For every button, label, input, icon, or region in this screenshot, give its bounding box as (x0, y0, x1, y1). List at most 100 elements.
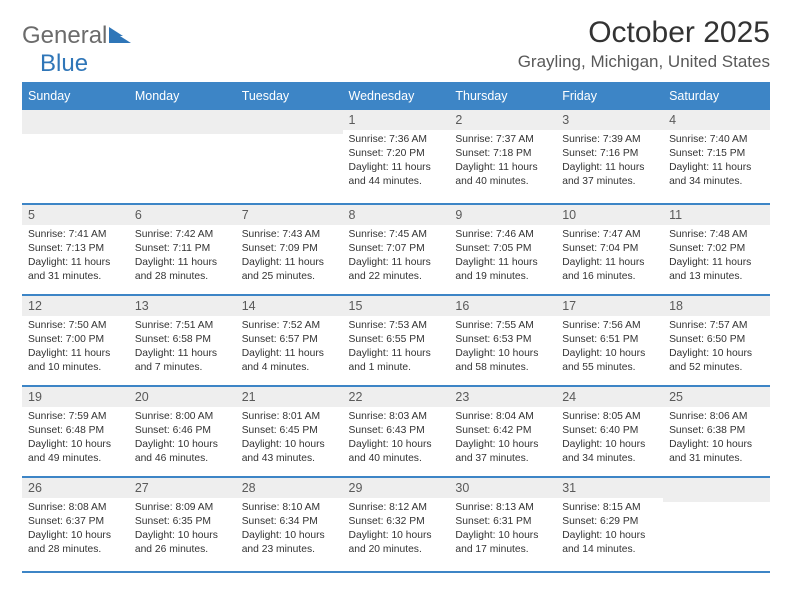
day-details: Sunrise: 7:46 AMSunset: 7:05 PMDaylight:… (449, 225, 556, 294)
day-details: Sunrise: 7:40 AMSunset: 7:15 PMDaylight:… (663, 130, 770, 199)
calendar-week-row: 12Sunrise: 7:50 AMSunset: 7:00 PMDayligh… (22, 295, 770, 386)
day-details (663, 502, 770, 571)
day-number: 22 (343, 387, 450, 407)
calendar-cell (663, 477, 770, 572)
calendar-cell: 17Sunrise: 7:56 AMSunset: 6:51 PMDayligh… (556, 295, 663, 386)
calendar-week-row: 5Sunrise: 7:41 AMSunset: 7:13 PMDaylight… (22, 204, 770, 295)
day-number: 3 (556, 110, 663, 130)
day-number (22, 110, 129, 134)
calendar-cell: 18Sunrise: 7:57 AMSunset: 6:50 PMDayligh… (663, 295, 770, 386)
day-number: 9 (449, 205, 556, 225)
day-details: Sunrise: 7:50 AMSunset: 7:00 PMDaylight:… (22, 316, 129, 385)
calendar-cell: 10Sunrise: 7:47 AMSunset: 7:04 PMDayligh… (556, 204, 663, 295)
calendar-cell: 2Sunrise: 7:37 AMSunset: 7:18 PMDaylight… (449, 109, 556, 204)
day-details: Sunrise: 7:42 AMSunset: 7:11 PMDaylight:… (129, 225, 236, 294)
calendar-cell: 24Sunrise: 8:05 AMSunset: 6:40 PMDayligh… (556, 386, 663, 477)
day-details: Sunrise: 7:41 AMSunset: 7:13 PMDaylight:… (22, 225, 129, 294)
location: Grayling, Michigan, United States (518, 52, 770, 72)
day-details: Sunrise: 8:06 AMSunset: 6:38 PMDaylight:… (663, 407, 770, 476)
header: General Blue October 2025 Grayling, Mich… (22, 16, 770, 78)
day-details: Sunrise: 7:55 AMSunset: 6:53 PMDaylight:… (449, 316, 556, 385)
calendar-cell: 11Sunrise: 7:48 AMSunset: 7:02 PMDayligh… (663, 204, 770, 295)
brand-flag-icon (109, 25, 131, 43)
day-number: 31 (556, 478, 663, 498)
day-number (663, 478, 770, 502)
day-details: Sunrise: 7:59 AMSunset: 6:48 PMDaylight:… (22, 407, 129, 476)
day-number: 18 (663, 296, 770, 316)
day-details: Sunrise: 7:48 AMSunset: 7:02 PMDaylight:… (663, 225, 770, 294)
calendar-cell: 19Sunrise: 7:59 AMSunset: 6:48 PMDayligh… (22, 386, 129, 477)
weekday-header: Wednesday (343, 83, 450, 109)
day-number: 16 (449, 296, 556, 316)
day-details: Sunrise: 7:52 AMSunset: 6:57 PMDaylight:… (236, 316, 343, 385)
day-details: Sunrise: 8:05 AMSunset: 6:40 PMDaylight:… (556, 407, 663, 476)
calendar-cell: 23Sunrise: 8:04 AMSunset: 6:42 PMDayligh… (449, 386, 556, 477)
day-number: 8 (343, 205, 450, 225)
day-details: Sunrise: 7:53 AMSunset: 6:55 PMDaylight:… (343, 316, 450, 385)
day-details: Sunrise: 8:09 AMSunset: 6:35 PMDaylight:… (129, 498, 236, 567)
day-details: Sunrise: 7:37 AMSunset: 7:18 PMDaylight:… (449, 130, 556, 199)
calendar-cell: 3Sunrise: 7:39 AMSunset: 7:16 PMDaylight… (556, 109, 663, 204)
calendar-cell (22, 109, 129, 204)
calendar-cell: 9Sunrise: 7:46 AMSunset: 7:05 PMDaylight… (449, 204, 556, 295)
calendar-week-row: 1Sunrise: 7:36 AMSunset: 7:20 PMDaylight… (22, 109, 770, 204)
day-details: Sunrise: 8:04 AMSunset: 6:42 PMDaylight:… (449, 407, 556, 476)
calendar-cell: 29Sunrise: 8:12 AMSunset: 6:32 PMDayligh… (343, 477, 450, 572)
day-details: Sunrise: 8:00 AMSunset: 6:46 PMDaylight:… (129, 407, 236, 476)
calendar-body: 1Sunrise: 7:36 AMSunset: 7:20 PMDaylight… (22, 109, 770, 572)
brand-part2: Blue (40, 50, 88, 77)
day-number: 28 (236, 478, 343, 498)
day-details: Sunrise: 8:08 AMSunset: 6:37 PMDaylight:… (22, 498, 129, 567)
weekday-header: Saturday (663, 83, 770, 109)
brand-logo: General Blue (22, 22, 131, 78)
calendar-cell: 12Sunrise: 7:50 AMSunset: 7:00 PMDayligh… (22, 295, 129, 386)
day-details: Sunrise: 8:13 AMSunset: 6:31 PMDaylight:… (449, 498, 556, 567)
calendar-cell: 28Sunrise: 8:10 AMSunset: 6:34 PMDayligh… (236, 477, 343, 572)
calendar-cell: 8Sunrise: 7:45 AMSunset: 7:07 PMDaylight… (343, 204, 450, 295)
day-details (129, 134, 236, 203)
day-number: 30 (449, 478, 556, 498)
day-details: Sunrise: 8:15 AMSunset: 6:29 PMDaylight:… (556, 498, 663, 567)
day-number: 17 (556, 296, 663, 316)
calendar-cell: 26Sunrise: 8:08 AMSunset: 6:37 PMDayligh… (22, 477, 129, 572)
calendar-cell: 16Sunrise: 7:55 AMSunset: 6:53 PMDayligh… (449, 295, 556, 386)
day-number: 1 (343, 110, 450, 130)
day-number: 27 (129, 478, 236, 498)
day-details: Sunrise: 8:03 AMSunset: 6:43 PMDaylight:… (343, 407, 450, 476)
day-number: 7 (236, 205, 343, 225)
calendar-week-row: 19Sunrise: 7:59 AMSunset: 6:48 PMDayligh… (22, 386, 770, 477)
calendar-cell (129, 109, 236, 204)
calendar-cell: 1Sunrise: 7:36 AMSunset: 7:20 PMDaylight… (343, 109, 450, 204)
weekday-header: Sunday (22, 83, 129, 109)
calendar-cell: 27Sunrise: 8:09 AMSunset: 6:35 PMDayligh… (129, 477, 236, 572)
calendar-cell: 31Sunrise: 8:15 AMSunset: 6:29 PMDayligh… (556, 477, 663, 572)
weekday-header: Tuesday (236, 83, 343, 109)
day-details: Sunrise: 7:47 AMSunset: 7:04 PMDaylight:… (556, 225, 663, 294)
calendar-cell: 13Sunrise: 7:51 AMSunset: 6:58 PMDayligh… (129, 295, 236, 386)
day-number: 12 (22, 296, 129, 316)
day-number: 10 (556, 205, 663, 225)
weekday-header-row: SundayMondayTuesdayWednesdayThursdayFrid… (22, 83, 770, 109)
calendar-cell: 7Sunrise: 7:43 AMSunset: 7:09 PMDaylight… (236, 204, 343, 295)
calendar-cell: 20Sunrise: 8:00 AMSunset: 6:46 PMDayligh… (129, 386, 236, 477)
day-number: 23 (449, 387, 556, 407)
day-details: Sunrise: 7:51 AMSunset: 6:58 PMDaylight:… (129, 316, 236, 385)
day-details: Sunrise: 7:57 AMSunset: 6:50 PMDaylight:… (663, 316, 770, 385)
day-number: 6 (129, 205, 236, 225)
calendar-cell (236, 109, 343, 204)
calendar-cell: 21Sunrise: 8:01 AMSunset: 6:45 PMDayligh… (236, 386, 343, 477)
day-number: 20 (129, 387, 236, 407)
day-number: 24 (556, 387, 663, 407)
calendar-cell: 22Sunrise: 8:03 AMSunset: 6:43 PMDayligh… (343, 386, 450, 477)
day-number: 4 (663, 110, 770, 130)
title-block: October 2025 Grayling, Michigan, United … (518, 16, 770, 72)
calendar-cell: 15Sunrise: 7:53 AMSunset: 6:55 PMDayligh… (343, 295, 450, 386)
day-number: 15 (343, 296, 450, 316)
day-number: 5 (22, 205, 129, 225)
day-number: 26 (22, 478, 129, 498)
day-details (236, 134, 343, 203)
day-details: Sunrise: 7:43 AMSunset: 7:09 PMDaylight:… (236, 225, 343, 294)
day-number: 2 (449, 110, 556, 130)
day-number: 29 (343, 478, 450, 498)
day-number (129, 110, 236, 134)
